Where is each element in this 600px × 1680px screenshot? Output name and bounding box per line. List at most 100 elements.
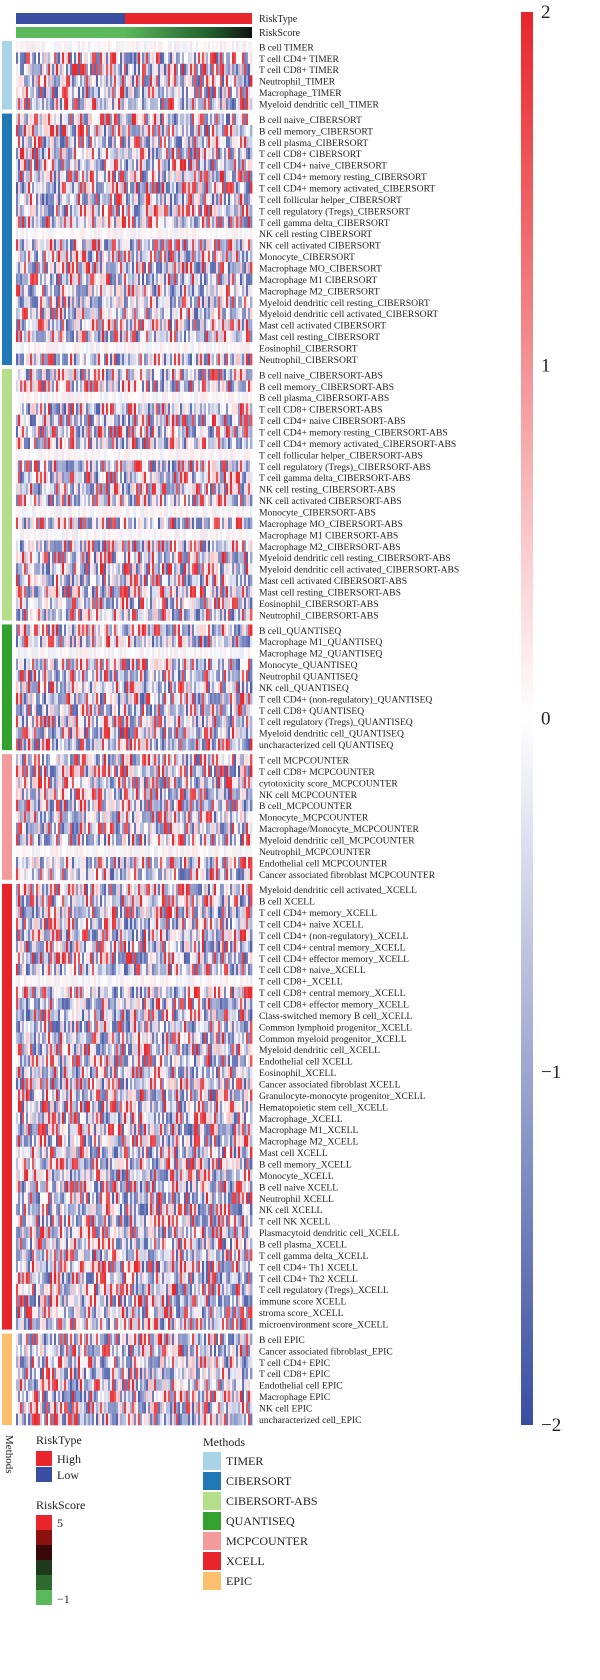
heatmap-cell bbox=[104, 147, 107, 160]
heatmap-cell bbox=[128, 239, 131, 252]
heatmap-cell bbox=[94, 86, 97, 99]
heatmap-cell bbox=[144, 205, 147, 217]
heatmap-cell bbox=[84, 86, 87, 99]
heatmap-row bbox=[16, 307, 253, 320]
heatmap-cell bbox=[222, 136, 225, 149]
heatmap-cell bbox=[58, 239, 61, 252]
heatmap-cell bbox=[214, 113, 217, 126]
heatmap-cell bbox=[182, 159, 185, 172]
heatmap-cell bbox=[36, 170, 39, 183]
heatmap-cell bbox=[138, 182, 141, 194]
heatmap-cell bbox=[38, 285, 41, 297]
heatmap-cell bbox=[234, 250, 237, 263]
heatmap-cell bbox=[216, 182, 219, 194]
heatmap-cell bbox=[104, 239, 107, 252]
heatmap-cell bbox=[206, 86, 209, 99]
heatmap-cell bbox=[88, 239, 91, 252]
heatmap-cell bbox=[172, 182, 175, 194]
heatmap-cell bbox=[180, 63, 183, 76]
heatmap-cell bbox=[128, 52, 131, 65]
heatmap-cell bbox=[152, 98, 155, 110]
heatmap-cell bbox=[126, 52, 129, 65]
heatmap-cell bbox=[108, 262, 111, 274]
heatmap-cell bbox=[112, 205, 115, 217]
heatmap-cell bbox=[200, 159, 203, 172]
heatmap-cell bbox=[246, 193, 249, 206]
heatmap-cell bbox=[64, 125, 67, 137]
heatmap-cell bbox=[62, 113, 65, 126]
heatmap-cell bbox=[18, 52, 21, 65]
heatmap-cell bbox=[210, 262, 213, 274]
heatmap-cell bbox=[242, 285, 245, 297]
heatmap-cell bbox=[140, 227, 143, 240]
heatmap-cell bbox=[72, 125, 75, 137]
heatmap-cell bbox=[104, 63, 107, 76]
heatmap-cell bbox=[242, 75, 245, 88]
heatmap-cell bbox=[184, 216, 187, 229]
heatmap-cell bbox=[72, 285, 75, 297]
heatmap-cell bbox=[88, 52, 91, 65]
heatmap-cell bbox=[128, 41, 131, 53]
heatmap-cell bbox=[200, 41, 203, 53]
heatmap-cell bbox=[138, 250, 141, 263]
heatmap-cell bbox=[150, 296, 153, 309]
heatmap-cell bbox=[70, 113, 73, 126]
heatmap-cell bbox=[20, 216, 23, 229]
heatmap-cell bbox=[64, 262, 67, 274]
heatmap-cell bbox=[156, 63, 159, 76]
heatmap-cell bbox=[56, 182, 59, 194]
heatmap-cell bbox=[64, 41, 67, 53]
heatmap-cell bbox=[108, 193, 111, 206]
heatmap-cell bbox=[94, 136, 97, 149]
heatmap-cell bbox=[124, 273, 127, 286]
heatmap-cell bbox=[130, 86, 133, 99]
heatmap-cell bbox=[154, 86, 157, 99]
heatmap-cell bbox=[178, 170, 181, 183]
heatmap-cell bbox=[174, 216, 177, 229]
heatmap-cell bbox=[248, 98, 251, 110]
heatmap-cell bbox=[28, 205, 31, 217]
heatmap-cell bbox=[116, 125, 119, 137]
heatmap-cell bbox=[228, 250, 231, 263]
heatmap-cell bbox=[62, 193, 65, 206]
heatmap-cell bbox=[26, 205, 29, 217]
heatmap-cell bbox=[104, 193, 107, 206]
heatmap-cell bbox=[162, 193, 165, 206]
heatmap-cell bbox=[16, 63, 19, 76]
heatmap-cell bbox=[78, 75, 81, 88]
heatmap-cell bbox=[140, 239, 143, 252]
heatmap-cell bbox=[150, 273, 153, 286]
heatmap-cell bbox=[70, 170, 73, 183]
heatmap-cell bbox=[36, 250, 39, 263]
heatmap-cell bbox=[202, 113, 205, 126]
heatmap-cell bbox=[194, 170, 197, 183]
heatmap-cell bbox=[118, 273, 121, 286]
heatmap-cell bbox=[144, 136, 147, 149]
heatmap-cell bbox=[232, 75, 235, 88]
heatmap-cell bbox=[76, 125, 79, 137]
heatmap-cell bbox=[246, 239, 249, 252]
heatmap-cell bbox=[164, 63, 167, 76]
heatmap-cell bbox=[238, 205, 241, 217]
heatmap-cell bbox=[20, 193, 23, 206]
heatmap-cell bbox=[216, 239, 219, 252]
heatmap-cell bbox=[248, 86, 251, 99]
heatmap-row bbox=[16, 227, 253, 240]
heatmap-cell bbox=[206, 125, 209, 137]
heatmap-cell bbox=[16, 227, 19, 240]
heatmap-cell bbox=[104, 296, 107, 309]
heatmap-cell bbox=[168, 227, 171, 240]
heatmap-cell bbox=[168, 159, 171, 172]
heatmap-cell bbox=[194, 193, 197, 206]
heatmap-cell bbox=[120, 250, 123, 263]
heatmap-cell bbox=[196, 262, 199, 274]
heatmap-cell bbox=[50, 296, 53, 309]
heatmap-cell bbox=[136, 285, 139, 297]
heatmap-cell bbox=[44, 205, 47, 217]
heatmap-row bbox=[16, 262, 253, 274]
heatmap-cell bbox=[92, 250, 95, 263]
heatmap-cell bbox=[22, 125, 25, 137]
heatmap-cell bbox=[220, 227, 223, 240]
heatmap-cell bbox=[78, 250, 81, 263]
heatmap-cell bbox=[196, 216, 199, 229]
